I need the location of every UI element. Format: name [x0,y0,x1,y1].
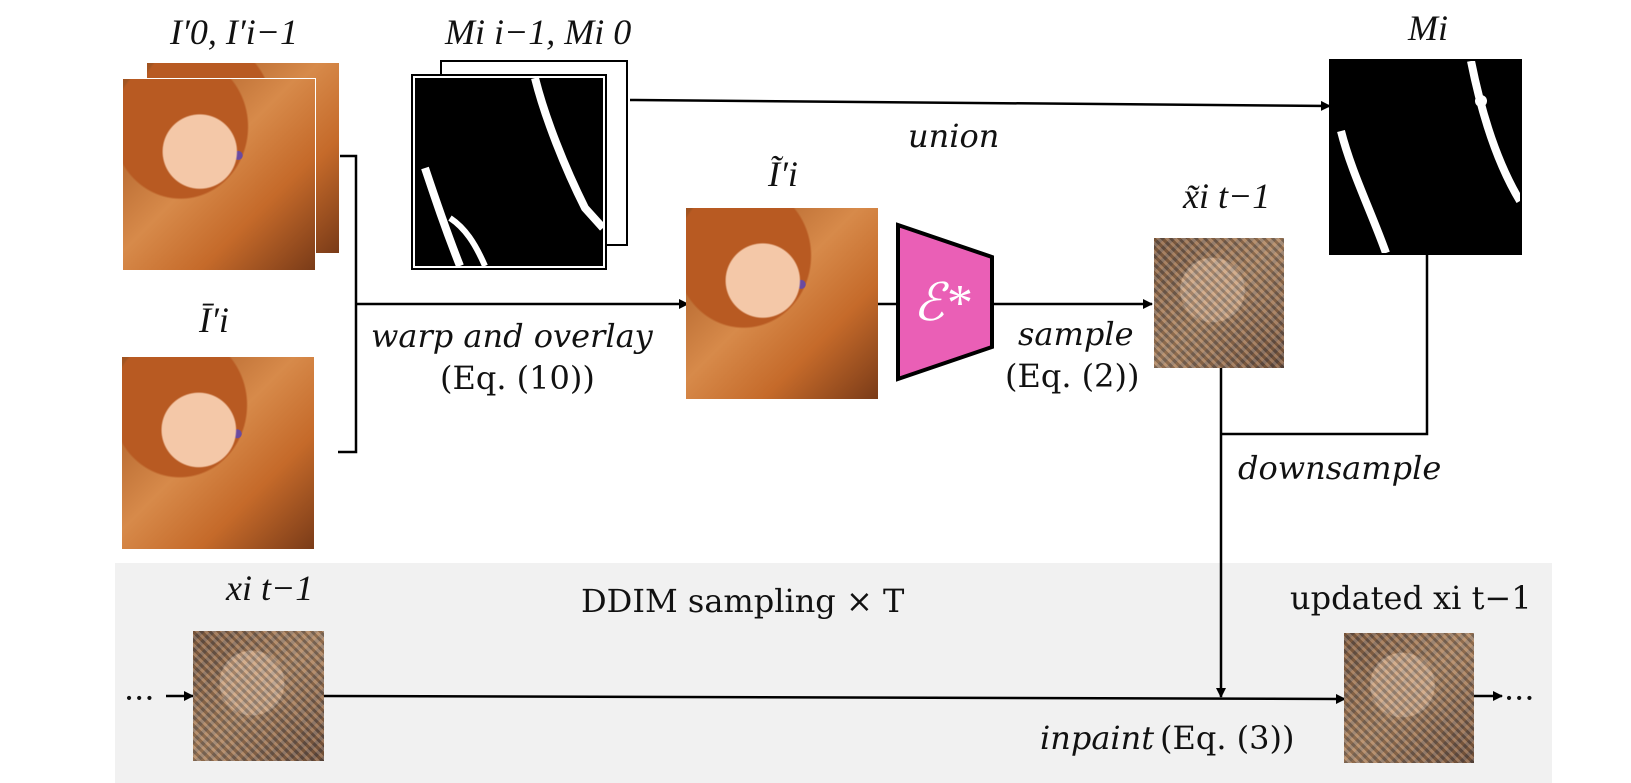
image-x-prev [193,631,324,761]
label-updated: updated xi t−1 [1290,579,1532,617]
label-i-bar: Ī′i [199,300,229,340]
label-i0-prev: I′0, I′i−1 [170,12,299,52]
label-union: union [908,117,1000,155]
label-i-tilde: Ĩ′i [768,154,798,194]
label-x-tilde: x̃i t−1 [1183,176,1271,216]
ddim-sampling-region [115,563,1552,783]
label-eq3: (Eq. (3)) [1160,719,1295,757]
merge-bracket [338,154,358,454]
label-eq2: (Eq. (2)) [1005,357,1140,395]
downsample-line [1221,255,1429,436]
ellipsis-right: ··· [1504,679,1535,717]
label-x-prev: xi t−1 [226,568,314,608]
label-inpaint: inpaint [1040,719,1155,757]
label-sample: sample [1018,315,1134,353]
encoder-block [896,222,994,382]
label-warp-overlay: warp and overlay [371,317,653,355]
image-i0 [122,78,316,271]
label-m-i: Mi [1408,8,1448,48]
image-i-bar [122,357,314,549]
encoder-label: ℰ* [913,275,971,332]
label-eq10: (Eq. (10)) [440,359,595,397]
union-arrow [629,98,1331,111]
label-downsample: downsample [1238,449,1442,487]
image-x-tilde [1154,238,1284,368]
label-ddim-sampling: DDIM sampling × T [581,582,905,620]
inpaint-arrow [323,693,1346,704]
label-mask-prev: Mi i−1, Mi 0 [445,12,632,52]
ellipsis-left: ··· [124,679,155,717]
mask-m-prev [411,74,607,270]
image-updated [1344,633,1474,763]
mask-m-i [1329,59,1524,255]
image-i-tilde [686,208,878,399]
